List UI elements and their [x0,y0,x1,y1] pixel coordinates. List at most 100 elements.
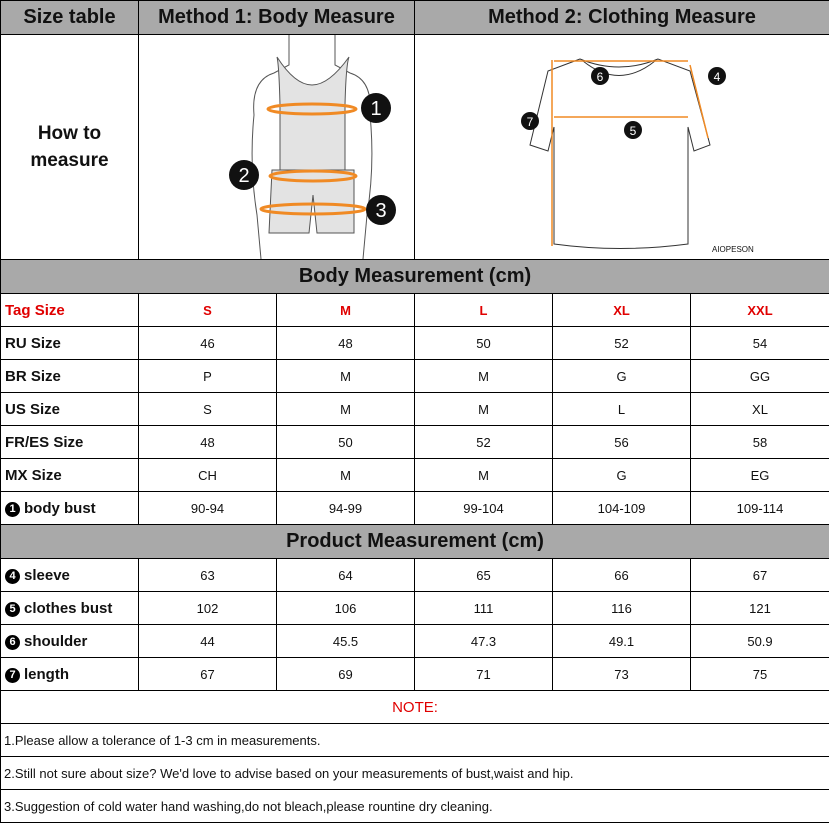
row-label: FR/ES Size [1,426,139,459]
value-cell: 116 [553,592,691,625]
value-cell: 50.9 [691,625,829,658]
value-cell: 64 [277,559,415,592]
svg-text:5: 5 [629,124,636,138]
value-cell: S [139,393,277,426]
tag-cell: L [415,294,553,327]
value-cell: XL [691,393,829,426]
row-label: MX Size [1,459,139,492]
value-cell: L [553,393,691,426]
how-to-line1: How to [38,123,101,144]
number-badge-icon: 6 [5,635,20,650]
how-to-measure-label: How to measure [1,35,139,260]
value-cell: 73 [553,658,691,691]
value-cell: 99-104 [415,492,553,525]
row-label: 1 body bust [1,492,139,525]
value-cell: P [139,360,277,393]
value-cell: 109-114 [691,492,829,525]
value-cell: 48 [277,327,415,360]
value-cell: 48 [139,426,277,459]
row-label: 4 sleeve [1,559,139,592]
value-cell: CH [139,459,277,492]
row-label-text: MX Size [5,467,62,484]
how-to-line2: measure [30,150,108,171]
value-cell: 47.3 [415,625,553,658]
value-cell: 90-94 [139,492,277,525]
value-cell: M [415,459,553,492]
row-label-text: RU Size [5,335,61,352]
value-cell: 75 [691,658,829,691]
value-cell: G [553,459,691,492]
value-cell: G [553,360,691,393]
value-cell: 46 [139,327,277,360]
value-cell: 121 [691,592,829,625]
number-badge-icon: 5 [5,602,20,617]
value-cell: 44 [139,625,277,658]
tag-cell: XXL [691,294,829,327]
row-label: RU Size [1,327,139,360]
value-cell: M [277,393,415,426]
value-cell: M [277,360,415,393]
value-cell: 65 [415,559,553,592]
value-cell: 106 [277,592,415,625]
value-cell: 49.1 [553,625,691,658]
row-label-text: body bust [24,500,96,517]
svg-text:7: 7 [526,115,533,129]
row-label-text: length [24,666,69,683]
product-measurement-title: Product Measurement (cm) [1,525,829,559]
tshirt-icon: 6 4 5 7 AIOPESON [450,35,795,259]
brand-text: AIOPESON [712,245,754,254]
value-cell: 69 [277,658,415,691]
note-item: 1.Please allow a tolerance of 1-3 cm in … [1,724,829,757]
number-badge-icon: 7 [5,668,20,683]
svg-text:6: 6 [596,70,603,84]
note-item: 3.Suggestion of cold water hand washing,… [1,790,829,823]
svg-text:1: 1 [370,98,381,120]
value-cell: 52 [553,327,691,360]
value-cell: 52 [415,426,553,459]
number-badge-icon: 4 [5,569,20,584]
row-label-text: BR Size [5,368,61,385]
row-label-text: FR/ES Size [5,434,83,451]
value-cell: GG [691,360,829,393]
row-label: BR Size [1,360,139,393]
value-cell: 67 [691,559,829,592]
clothing-measure-illustration: 6 4 5 7 AIOPESON [415,35,829,260]
tag-cell: XL [553,294,691,327]
value-cell: 63 [139,559,277,592]
value-cell: 54 [691,327,829,360]
value-cell: 66 [553,559,691,592]
tag-cell: S [139,294,277,327]
row-label: US Size [1,393,139,426]
svg-text:2: 2 [238,165,249,187]
value-cell: 94-99 [277,492,415,525]
row-label-text: sleeve [24,567,70,584]
row-label: 7 length [1,658,139,691]
value-cell: 50 [415,327,553,360]
body-measurement-title: Body Measurement (cm) [1,260,829,294]
value-cell: 56 [553,426,691,459]
value-cell: 58 [691,426,829,459]
method2-header: Method 2: Clothing Measure [415,1,829,35]
number-badge-icon: 1 [5,502,20,517]
method1-header: Method 1: Body Measure [139,1,415,35]
value-cell: M [415,360,553,393]
value-cell: 67 [139,658,277,691]
tag-cell: M [277,294,415,327]
note-item: 2.Still not sure about size? We'd love t… [1,757,829,790]
row-label-text: US Size [5,401,60,418]
svg-text:4: 4 [713,70,720,84]
note-title: NOTE: [1,691,829,724]
value-cell: M [277,459,415,492]
value-cell: 45.5 [277,625,415,658]
